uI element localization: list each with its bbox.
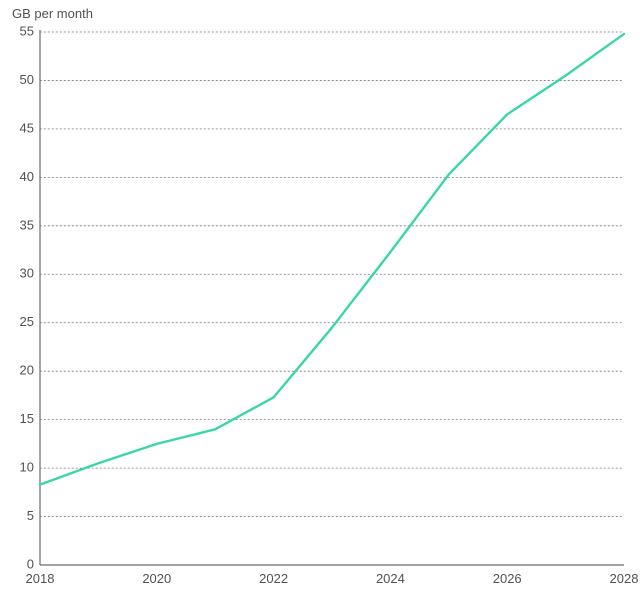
x-tick-label: 2024 (376, 571, 405, 586)
x-tick-label: 2018 (26, 571, 55, 586)
y-tick-label: 0 (27, 556, 34, 571)
series-usage (40, 34, 624, 485)
chart-svg: 0 5 10 15 20 25 30 35 40 45 50 55 GB per month 2018 20… (0, 0, 640, 595)
y-tick-label: 5 (27, 508, 34, 523)
line-chart: 0 5 10 15 20 25 30 35 40 45 50 55 GB per month 2018 20… (0, 0, 640, 595)
y-tick-label: 35 (20, 217, 34, 232)
y-tick-label: 40 (20, 169, 34, 184)
x-tick-label: 2028 (610, 571, 639, 586)
x-tick-label: 2020 (142, 571, 171, 586)
y-tick-label: 25 (20, 314, 34, 329)
y-tick-label: 15 (20, 411, 34, 426)
y-tick-label: 50 (20, 72, 34, 87)
y-tick-label: 30 (20, 266, 34, 281)
y-tick-label: 10 (20, 460, 34, 475)
y-tick-label: 55 (20, 23, 34, 38)
y-tick-label: 45 (20, 120, 34, 135)
y-axis-title: GB per month (12, 6, 93, 21)
x-tick-label: 2022 (259, 571, 288, 586)
y-tick-label: 20 (20, 363, 34, 378)
x-tick-label: 2026 (493, 571, 522, 586)
